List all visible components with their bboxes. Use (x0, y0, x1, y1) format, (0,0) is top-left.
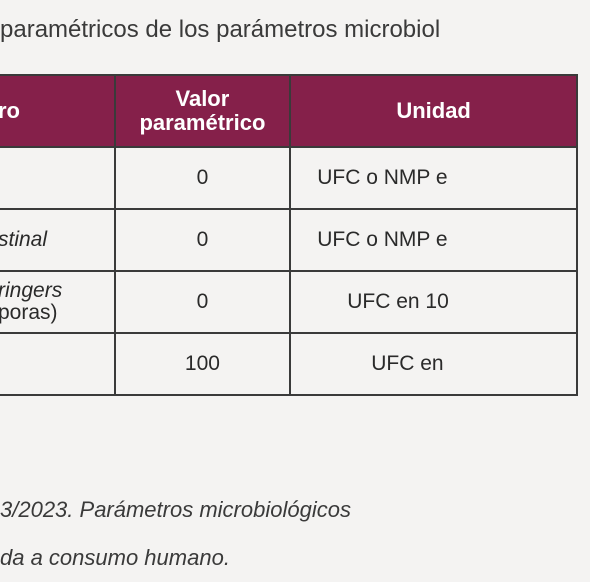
param-cell (0, 332, 116, 396)
param-cell (0, 146, 116, 210)
unit-cell: UFC en (289, 332, 578, 396)
table-caption: paramétricos de los parámetros microbiol (0, 16, 441, 43)
parameters-table: ro Valor paramétrico Unidad 0 UFC o NMP … (0, 74, 578, 396)
source-note-line-2: da a consumo humano. (0, 545, 230, 570)
unit-cell: UFC o NMP e (289, 146, 578, 210)
header-parametro: ro (0, 74, 116, 148)
table-row: ringers poras) 0 UFC en 10 (0, 270, 578, 334)
table-row: stinal 0 UFC o NMP e (0, 208, 578, 272)
value-cell: 0 (113, 208, 292, 272)
value-cell: 100 (113, 332, 292, 396)
header-valor-parametrico: Valor paramétrico (113, 74, 292, 148)
param-cell: ringers poras) (0, 270, 116, 334)
param-line-1: ringers (0, 279, 63, 302)
unit-cell: UFC o NMP e (289, 208, 578, 272)
unit-cell: UFC en 10 (289, 270, 578, 334)
source-note-line-1: 3/2023. Parámetros microbiológicos (0, 497, 351, 522)
table-row: 100 UFC en (0, 332, 578, 396)
param-cell: stinal (0, 208, 116, 272)
value-cell: 0 (113, 270, 292, 334)
table-row: 0 UFC o NMP e (0, 146, 578, 210)
param-line-2: poras) (0, 301, 58, 324)
value-cell: 0 (113, 146, 292, 210)
source-note: 3/2023. Parámetros microbiológicos da a … (0, 486, 351, 582)
table-header-row: ro Valor paramétrico Unidad (0, 74, 578, 148)
header-unidad: Unidad (289, 74, 578, 148)
